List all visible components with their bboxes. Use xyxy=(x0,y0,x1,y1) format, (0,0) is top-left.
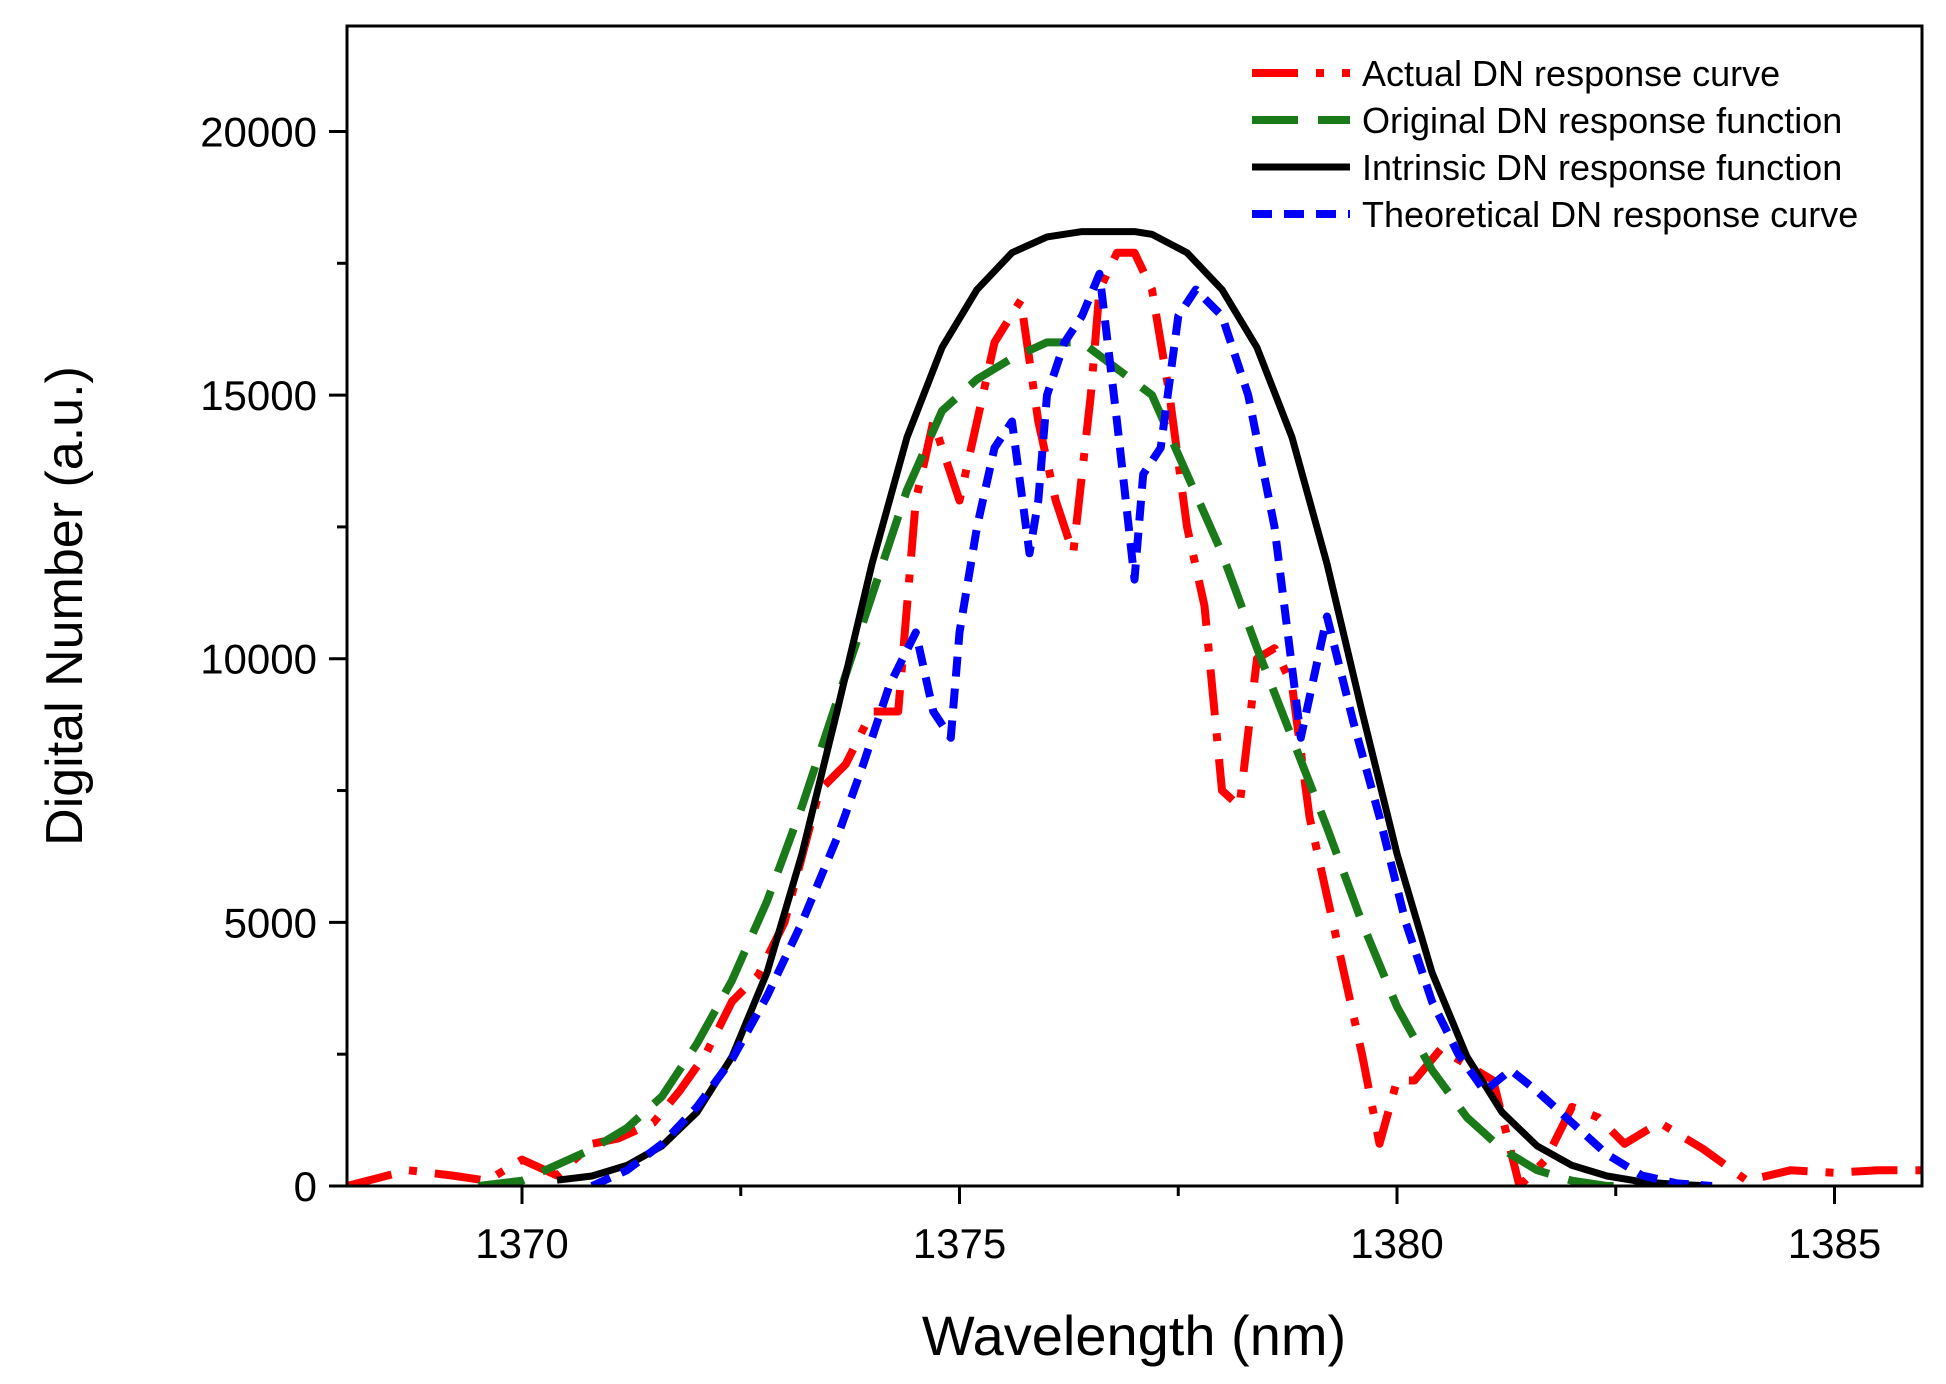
y-tick-label: 10000 xyxy=(200,636,317,683)
x-tick-label: 1385 xyxy=(1788,1220,1881,1267)
y-tick-label: 20000 xyxy=(200,108,317,155)
x-tick-label: 1370 xyxy=(475,1220,568,1267)
legend-label-2: Original DN response function xyxy=(1362,100,1842,141)
legend-label-3: Intrinsic DN response function xyxy=(1362,147,1842,188)
plot-background xyxy=(347,26,1922,1186)
legend-label-4: Theoretical DN response curve xyxy=(1362,194,1858,235)
series-line-1 xyxy=(347,248,1922,1186)
y-axis-label: Digital Number (a.u.) xyxy=(36,366,94,846)
legend-label-1: Actual DN response curve xyxy=(1362,53,1780,94)
series-line-4 xyxy=(590,269,1713,1186)
series-line-3 xyxy=(556,228,1713,1186)
legend: Actual DN response curve Original DN resp… xyxy=(1252,53,1858,235)
x-tick-label: 1375 xyxy=(913,1220,1006,1267)
y-tick-label: 0 xyxy=(294,1163,317,1210)
plot-frame xyxy=(345,24,1924,1188)
y-tick-label: 5000 xyxy=(224,899,317,946)
y-tick-label: 15000 xyxy=(200,372,317,419)
x-axis-label: Wavelength (nm) xyxy=(922,1304,1346,1367)
x-tick-label: 1380 xyxy=(1350,1220,1443,1267)
